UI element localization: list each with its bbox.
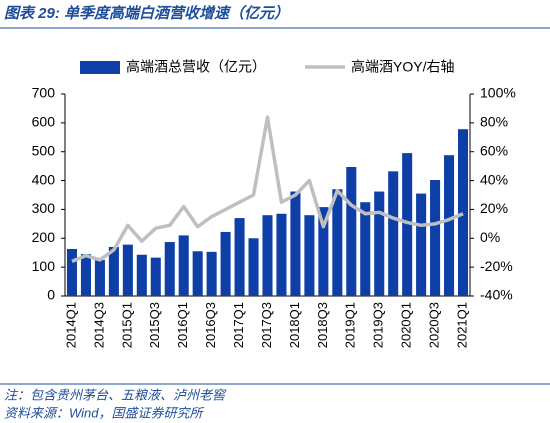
bar: [374, 191, 385, 296]
bar: [318, 207, 329, 296]
source: 资料来源：Wind，国盛证券研究所: [4, 405, 205, 420]
bar: [416, 193, 427, 296]
y2-tick-label: 80%: [480, 114, 508, 130]
y2-tick-label: 60%: [480, 142, 508, 158]
bar: [66, 248, 78, 296]
bar: [332, 189, 343, 296]
bar: [108, 246, 119, 296]
bar: [94, 259, 105, 296]
legend-label: 高端酒总营收（亿元）: [126, 59, 266, 75]
bar: [276, 213, 287, 296]
x-tick-label: 2017Q3: [259, 302, 274, 348]
bar: [122, 244, 133, 296]
bar: [262, 215, 273, 296]
bar: [178, 235, 189, 296]
bar: [304, 215, 315, 296]
x-tick-label: 2019Q3: [371, 302, 386, 348]
x-tick-label: 2016Q1: [175, 302, 190, 348]
y2-tick-label: -40%: [480, 287, 513, 303]
bar: [457, 129, 469, 296]
legend-swatch: [80, 61, 120, 74]
x-tick-label: 2017Q1: [231, 302, 246, 348]
x-tick-label: 2019Q1: [343, 302, 358, 348]
y-tick-label: 400: [32, 171, 56, 187]
bar: [150, 257, 161, 296]
x-tick-label: 2014Q1: [63, 302, 78, 348]
chart-title: 图表 29: 单季度高端白酒营收增速（亿元）: [4, 4, 289, 22]
bar: [360, 202, 371, 296]
x-tick-label: 2018Q3: [315, 302, 330, 348]
y-tick-label: 100: [32, 258, 56, 274]
bar: [192, 251, 203, 296]
line: [71, 115, 464, 263]
bar: [290, 191, 301, 296]
bar: [388, 171, 399, 296]
y2-tick-label: 20%: [480, 200, 508, 216]
bar: [402, 153, 413, 296]
bar: [136, 254, 147, 296]
bar: [444, 155, 455, 296]
y2-tick-label: -20%: [480, 258, 513, 274]
legend-label: 高端酒YOY/右轴: [351, 59, 454, 75]
y2-tick-label: 40%: [480, 171, 508, 187]
note: 注：包含贵州茅台、五粮液、泸州老窖: [4, 387, 227, 402]
x-tick-label: 2021Q1: [454, 302, 469, 348]
bar: [164, 242, 175, 296]
bar: [248, 238, 259, 296]
y2-tick-label: 100%: [480, 85, 516, 101]
y-tick-label: 700: [32, 85, 56, 101]
x-tick-label: 2020Q3: [427, 302, 442, 348]
x-tick-label: 2020Q1: [399, 302, 414, 348]
bar: [430, 179, 441, 296]
x-tick-label: 2014Q3: [91, 302, 106, 348]
y2-tick-label: 0%: [480, 229, 500, 245]
bar: [234, 218, 245, 296]
y-tick-label: 300: [32, 200, 56, 216]
y-tick-label: 200: [32, 229, 56, 245]
bar: [206, 251, 217, 296]
x-tick-label: 2015Q1: [119, 302, 134, 348]
bar: [346, 167, 357, 296]
x-tick-label: 2018Q1: [287, 302, 302, 348]
y-tick-label: 600: [32, 114, 56, 130]
y-tick-label: 0: [47, 287, 55, 303]
x-tick-label: 2015Q3: [147, 302, 162, 348]
x-tick-label: 2016Q3: [203, 302, 218, 348]
bar: [80, 254, 91, 296]
y-tick-label: 500: [32, 142, 56, 158]
bar: [220, 231, 231, 296]
